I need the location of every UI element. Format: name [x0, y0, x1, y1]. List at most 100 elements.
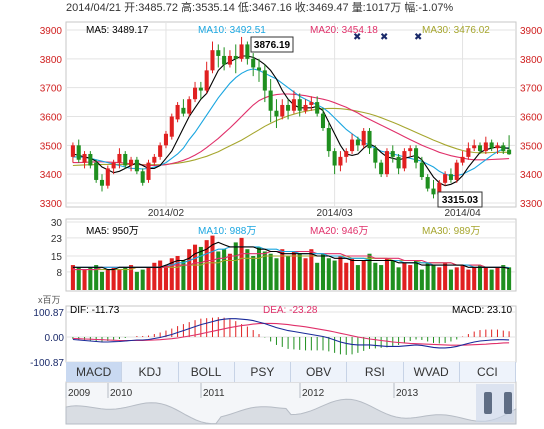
candle — [111, 159, 116, 175]
header-open: 3485.72 — [138, 2, 178, 14]
header-low-label: 低: — [238, 1, 252, 14]
price-moving-averages — [72, 55, 510, 187]
price-tick-label: 3300 — [40, 199, 63, 210]
tab-rsi[interactable]: RSI — [347, 362, 404, 382]
timeline-right-handle[interactable] — [504, 392, 512, 414]
candle-body — [443, 174, 448, 183]
volume-tick-label: 8 — [56, 268, 62, 279]
candle — [466, 142, 471, 160]
candle — [222, 47, 227, 71]
macd-tick-label: 0.00 — [45, 333, 65, 344]
tab-obv[interactable]: OBV — [291, 362, 348, 382]
volume-bar — [76, 267, 81, 290]
candle — [291, 90, 296, 114]
volume-bar — [181, 260, 186, 290]
x-tick-label: 2014/02 — [148, 208, 185, 219]
dif-line — [72, 318, 510, 349]
header-low: 3467.16 — [252, 2, 292, 14]
volume-bar — [367, 253, 372, 290]
macd-tick-label: -100.87 — [30, 358, 64, 369]
candle-body — [146, 162, 151, 180]
candle — [256, 58, 262, 82]
timeline-left-handle[interactable] — [484, 392, 492, 414]
candle — [169, 113, 174, 140]
tab-boll[interactable]: BOLL — [178, 362, 235, 382]
candle-body — [384, 151, 389, 175]
candle-body — [396, 156, 401, 169]
volume-bar — [355, 265, 360, 290]
candle-body — [448, 174, 453, 180]
volume-bar — [187, 249, 192, 290]
x-tick-label: 2014/03 — [317, 208, 354, 219]
volume-bar — [448, 269, 453, 290]
macd-dif-label: DIF: -11.73 — [70, 305, 120, 316]
volume-bar — [268, 253, 273, 290]
candle-body — [94, 162, 99, 180]
macd-value-label: MACD: 23.10 — [452, 305, 512, 316]
tab-psy[interactable]: PSY — [234, 362, 291, 382]
candle — [187, 96, 192, 117]
volume-legend: MA5: 950万 MA10: 988万 MA20: 946万 MA30: 989万 — [86, 226, 480, 237]
candle — [297, 93, 302, 117]
candle — [280, 99, 285, 120]
candle-body — [117, 153, 122, 163]
event-marker-icon[interactable]: ✖ — [380, 32, 388, 43]
tab-wvad[interactable]: WVAD — [403, 362, 460, 382]
header-change-label: 幅: — [404, 1, 418, 14]
candle — [448, 168, 453, 183]
volume-legend-item: MA20: 946万 — [310, 226, 368, 237]
candle — [198, 81, 203, 100]
volume-bar — [262, 251, 267, 290]
candle-body — [198, 87, 203, 91]
candle — [384, 148, 389, 178]
volume-bar — [320, 253, 326, 290]
volume-bar — [344, 262, 349, 290]
candle-body — [280, 104, 285, 117]
candle-body — [158, 145, 163, 157]
ma10-line — [72, 68, 510, 177]
event-marker-icon[interactable]: ✖ — [414, 32, 422, 43]
event-marker-icon[interactable]: ✖ — [353, 32, 361, 43]
timeline-year-label: 2009 — [68, 388, 91, 399]
volume-bar — [105, 269, 110, 290]
candle-body — [361, 130, 366, 146]
candle — [419, 156, 424, 180]
volume-bar — [495, 267, 500, 290]
tab-macd[interactable]: MACD — [66, 362, 123, 382]
candle — [350, 133, 355, 154]
candle-body — [216, 50, 221, 56]
volume-bar — [70, 265, 75, 290]
candle — [70, 142, 75, 163]
candle-body — [245, 44, 250, 59]
candle — [501, 142, 506, 154]
volume-bar — [408, 265, 413, 290]
volume-tick-label: 30 — [51, 218, 63, 229]
volume-bar — [332, 260, 337, 290]
candle — [443, 171, 448, 186]
candle-body — [123, 153, 128, 166]
candle — [477, 142, 483, 154]
candle-body — [274, 110, 279, 117]
tab-kdj[interactable]: KDJ — [122, 362, 179, 382]
candle-body — [373, 148, 378, 163]
candle-body — [140, 171, 145, 183]
price-legend-item: MA10: 3492.51 — [198, 25, 266, 36]
candle — [338, 151, 343, 172]
event-markers: ✖ ✖ ✖ — [353, 32, 422, 43]
header-date: 2014/04/21 — [66, 2, 121, 14]
candle-body — [460, 156, 465, 163]
candle — [233, 44, 238, 74]
tab-cci[interactable]: CCI — [459, 362, 516, 382]
candle-body — [76, 145, 81, 160]
ma5-line — [72, 55, 510, 187]
candle-body — [70, 145, 75, 157]
candle-body — [408, 148, 413, 152]
candle-body — [251, 58, 256, 68]
candle — [193, 81, 198, 103]
candle — [76, 139, 81, 163]
candle-body — [233, 55, 238, 59]
header-close: 3469.47 — [309, 2, 349, 14]
candle-body — [350, 139, 355, 152]
candle — [163, 130, 168, 149]
